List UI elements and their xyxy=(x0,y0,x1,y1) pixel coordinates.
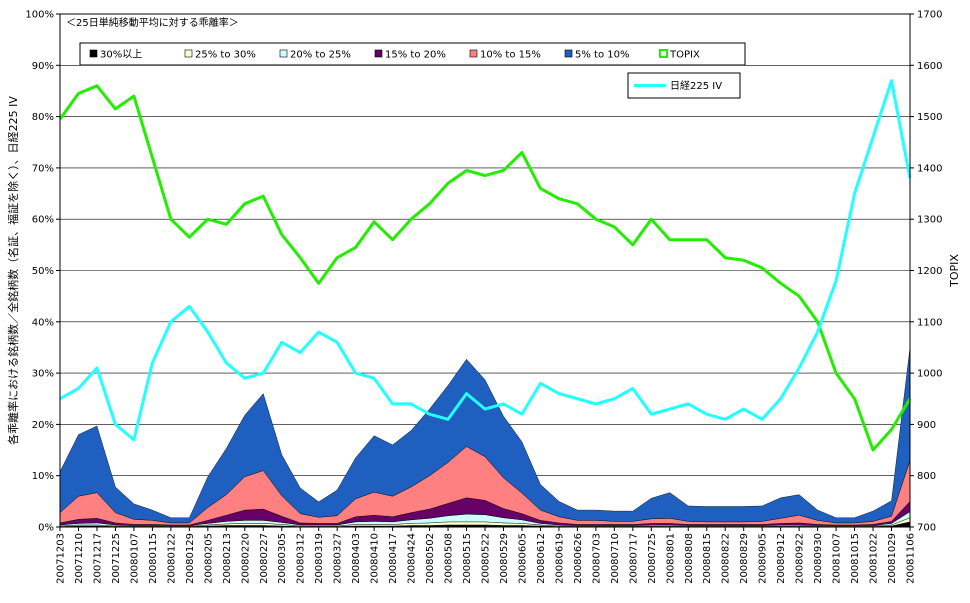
x-tick-label-2: 20071217 xyxy=(92,533,103,584)
legend-swatch-6 xyxy=(659,49,668,58)
x-tick-label-16: 20080403 xyxy=(351,533,362,584)
x-tick-label-13: 20080312 xyxy=(296,533,307,584)
left-tick-label-10: 100% xyxy=(25,10,54,21)
right-tick-label-4: 1100 xyxy=(917,317,942,328)
x-tick-label-42: 20081007 xyxy=(832,533,843,584)
right-tick-label-2: 900 xyxy=(917,420,936,431)
x-tick-label-21: 20080508 xyxy=(444,533,455,584)
legend-swatch-2 xyxy=(279,49,288,58)
right-tick-label-1: 800 xyxy=(917,471,936,482)
left-tick-label-0: 0% xyxy=(38,523,54,534)
legend-swatch-5 xyxy=(564,49,573,58)
line-series-0 xyxy=(58,84,912,452)
x-tick-label-40: 20080922 xyxy=(795,533,806,584)
legend-label-1: 25% to 30% xyxy=(195,50,256,61)
right-tick-label-5: 1200 xyxy=(917,266,942,277)
x-tick-label-33: 20080801 xyxy=(665,533,676,584)
x-tick-label-32: 20080725 xyxy=(647,533,658,584)
right-tick-label-3: 1000 xyxy=(917,369,942,380)
x-tick-label-5: 20080115 xyxy=(148,533,159,584)
x-tick-label-28: 20080626 xyxy=(573,533,584,584)
chart-title: ＜25日単純移動平均に対する乖離率＞ xyxy=(66,16,239,29)
x-tick-label-22: 20080515 xyxy=(462,533,473,584)
x-tick-label-1: 20071210 xyxy=(74,533,85,584)
x-tick-label-34: 20080808 xyxy=(684,533,695,584)
x-tick-label-10: 20080220 xyxy=(240,533,251,584)
left-tick-label-6: 60% xyxy=(32,215,54,226)
x-tick-label-4: 20080107 xyxy=(129,533,140,584)
x-tick-label-43: 20081015 xyxy=(850,533,861,584)
right-tick-label-9: 1600 xyxy=(917,61,942,72)
legend-label-0: 30%以上 xyxy=(100,49,142,61)
x-tick-label-20: 20080502 xyxy=(425,533,436,584)
x-tick-label-37: 20080829 xyxy=(739,533,750,584)
x-tick-label-9: 20080213 xyxy=(222,533,233,584)
left-tick-label-2: 20% xyxy=(32,420,54,431)
x-tick-label-14: 20080319 xyxy=(314,533,325,584)
x-tick-label-45: 20081029 xyxy=(887,533,898,584)
x-tick-label-0: 20071203 xyxy=(56,533,67,584)
x-tick-label-30: 20080710 xyxy=(610,533,621,584)
x-tick-label-6: 20080122 xyxy=(166,533,177,584)
legend-swatch-0 xyxy=(89,49,98,58)
line-series-1 xyxy=(59,79,912,442)
legend-label-4: 10% to 15% xyxy=(480,50,541,61)
legend-box xyxy=(79,42,746,66)
legend-label-3: 15% to 20% xyxy=(385,50,446,61)
x-tick-label-41: 20080930 xyxy=(813,533,824,584)
x-tick-label-46: 20081106 xyxy=(906,533,917,584)
right-tick-label-8: 1500 xyxy=(917,112,942,123)
right-tick-label-6: 1300 xyxy=(917,215,942,226)
right-tick-label-0: 700 xyxy=(917,523,936,534)
legend-iv-label: 日経225 IV xyxy=(670,79,722,92)
x-tick-label-29: 20080703 xyxy=(591,533,602,584)
x-tick-label-18: 20080417 xyxy=(388,533,399,584)
left-tick-label-9: 90% xyxy=(32,61,54,72)
x-tick-label-12: 20080305 xyxy=(277,533,288,584)
x-tick-label-15: 20080327 xyxy=(333,533,344,584)
x-tick-label-7: 20080129 xyxy=(185,533,196,584)
x-tick-label-38: 20080905 xyxy=(758,533,769,584)
x-tick-label-35: 20080815 xyxy=(702,533,713,584)
x-tick-label-36: 20080822 xyxy=(721,533,732,584)
x-tick-label-25: 20080605 xyxy=(517,533,528,584)
legend-swatch-1 xyxy=(184,49,193,58)
legend-swatch-4 xyxy=(469,49,478,58)
legend-label-5: 5% to 10% xyxy=(575,50,630,61)
left-tick-label-3: 30% xyxy=(32,369,54,380)
x-tick-label-31: 20080717 xyxy=(628,533,639,584)
left-tick-label-1: 10% xyxy=(32,471,54,482)
legend-label-2: 20% to 25% xyxy=(290,50,351,61)
legend-swatch-3 xyxy=(374,49,383,58)
x-tick-label-44: 20081022 xyxy=(869,533,880,584)
legend-label-6: TOPIX xyxy=(669,50,700,61)
x-tick-label-17: 20080410 xyxy=(370,533,381,584)
right-axis-title: TOPIX xyxy=(948,254,961,288)
right-tick-label-10: 1700 xyxy=(917,10,942,21)
x-tick-label-3: 20071225 xyxy=(111,533,122,584)
x-tick-label-27: 20080619 xyxy=(554,533,565,584)
right-tick-label-7: 1400 xyxy=(917,163,942,174)
x-tick-label-19: 20080424 xyxy=(407,533,418,584)
x-tick-label-39: 20080912 xyxy=(776,533,787,584)
left-tick-label-8: 80% xyxy=(32,112,54,123)
x-tick-label-23: 20080522 xyxy=(481,533,492,584)
left-axis-title: 各乖離率における銘柄数／全銘柄数（名証、福証を除く）、日経225 IV xyxy=(6,96,20,445)
left-tick-label-4: 40% xyxy=(32,317,54,328)
left-tick-label-7: 70% xyxy=(32,163,54,174)
left-tick-label-5: 50% xyxy=(32,266,54,277)
x-tick-label-24: 20080529 xyxy=(499,533,510,584)
x-tick-label-8: 20080205 xyxy=(203,533,214,584)
x-tick-label-11: 20080227 xyxy=(259,533,270,584)
x-tick-label-26: 20080612 xyxy=(536,533,547,584)
